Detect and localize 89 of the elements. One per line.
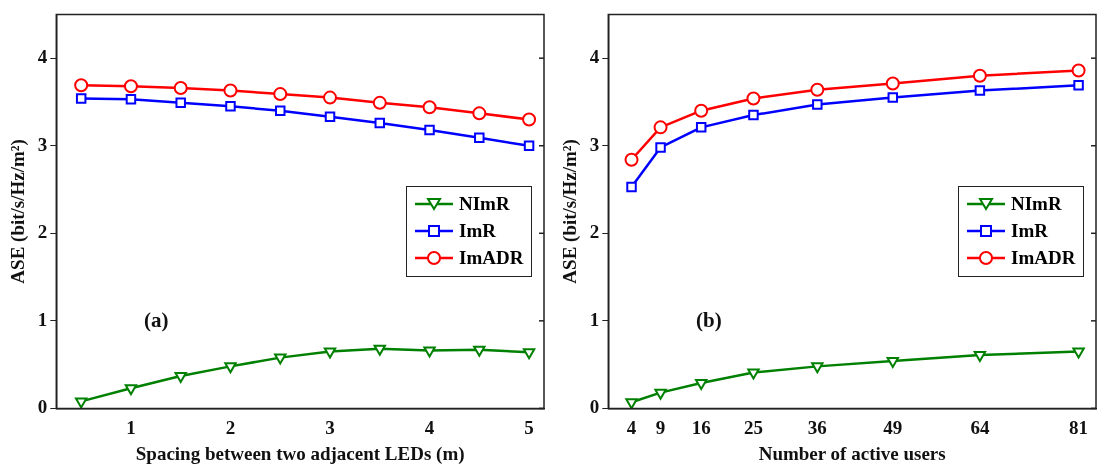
point bbox=[374, 117, 386, 129]
annotation: (b) bbox=[696, 308, 722, 333]
point bbox=[812, 99, 823, 110]
annotation: (a) bbox=[144, 308, 169, 333]
point bbox=[974, 85, 986, 96]
y-tick-label: 2 bbox=[589, 221, 600, 243]
point bbox=[173, 80, 188, 95]
point bbox=[275, 105, 286, 116]
legend-label: ImADR bbox=[459, 247, 524, 270]
y-tick-label: 3 bbox=[589, 133, 600, 155]
point bbox=[474, 132, 485, 144]
point bbox=[372, 95, 387, 110]
point bbox=[473, 345, 486, 357]
point bbox=[224, 362, 237, 374]
y-tick-label: 3 bbox=[37, 133, 48, 155]
point bbox=[653, 120, 668, 135]
legend-label: NImR bbox=[459, 193, 510, 216]
point bbox=[885, 76, 900, 91]
point bbox=[655, 142, 666, 153]
point bbox=[887, 92, 899, 103]
point bbox=[323, 347, 337, 359]
legend-label: ImR bbox=[459, 220, 496, 243]
x-tick-label: 4 bbox=[424, 416, 435, 438]
x-tick-label: 64 bbox=[970, 416, 990, 438]
point bbox=[695, 379, 708, 391]
legend-label: ImADR bbox=[1011, 247, 1076, 270]
point bbox=[972, 68, 987, 83]
x-tick-label: 81 bbox=[1069, 416, 1089, 438]
point bbox=[886, 357, 899, 369]
point bbox=[323, 90, 338, 105]
point bbox=[422, 100, 437, 115]
x-axis-title: Number of active users bbox=[758, 442, 946, 464]
point bbox=[174, 372, 187, 383]
x-tick-label: 25 bbox=[743, 416, 763, 438]
y-tick-label: 1 bbox=[37, 308, 48, 330]
point bbox=[274, 353, 287, 365]
y-tick-label: 2 bbox=[37, 221, 48, 243]
x-tick-label: 2 bbox=[225, 416, 236, 438]
point bbox=[625, 398, 638, 409]
point bbox=[423, 346, 436, 358]
y-tick-label: 0 bbox=[589, 396, 600, 418]
point bbox=[695, 122, 707, 133]
point bbox=[175, 97, 186, 109]
point bbox=[125, 94, 137, 105]
point bbox=[324, 111, 336, 123]
x-tick-label: 1 bbox=[126, 416, 136, 438]
y-tick-label: 4 bbox=[589, 46, 600, 68]
point bbox=[654, 388, 667, 400]
point bbox=[626, 181, 637, 193]
legend-label: ImR bbox=[1011, 220, 1048, 243]
point bbox=[746, 91, 761, 106]
x-tick-label: 9 bbox=[655, 416, 666, 438]
point bbox=[472, 106, 487, 121]
x-tick-label: 36 bbox=[807, 416, 827, 438]
point bbox=[1071, 63, 1086, 78]
y-tick-label: 1 bbox=[589, 308, 600, 330]
point bbox=[973, 350, 987, 362]
point bbox=[273, 87, 288, 102]
point bbox=[74, 397, 88, 409]
point bbox=[124, 384, 138, 396]
point bbox=[373, 344, 386, 356]
x-tick-label: 49 bbox=[883, 416, 903, 438]
point bbox=[123, 79, 138, 94]
point bbox=[624, 152, 639, 167]
x-tick-label: 3 bbox=[325, 416, 335, 438]
point bbox=[523, 140, 535, 151]
point bbox=[748, 109, 759, 121]
y-tick-label: 0 bbox=[37, 396, 48, 418]
point bbox=[811, 362, 824, 374]
y-axis-title: ASE (bit/s/Hz/m²) bbox=[559, 139, 582, 284]
x-axis-title: Spacing between two adjacent LEDs (m) bbox=[135, 442, 465, 465]
point bbox=[225, 101, 236, 112]
x-tick-label: 4 bbox=[626, 416, 637, 438]
point bbox=[74, 78, 89, 93]
point bbox=[424, 124, 435, 136]
point bbox=[522, 348, 536, 360]
point bbox=[694, 103, 709, 118]
x-tick-label: 5 bbox=[524, 416, 534, 438]
point bbox=[522, 112, 537, 127]
y-axis-title: ASE (bit/s/Hz/m²) bbox=[7, 139, 30, 284]
point bbox=[75, 93, 87, 104]
y-tick-label: 4 bbox=[37, 46, 48, 68]
point bbox=[810, 82, 825, 97]
point bbox=[1073, 80, 1084, 91]
legend-label: NImR bbox=[1011, 193, 1062, 216]
point bbox=[223, 83, 238, 98]
x-tick-label: 16 bbox=[691, 416, 711, 438]
point bbox=[747, 368, 760, 380]
point bbox=[1072, 347, 1085, 359]
